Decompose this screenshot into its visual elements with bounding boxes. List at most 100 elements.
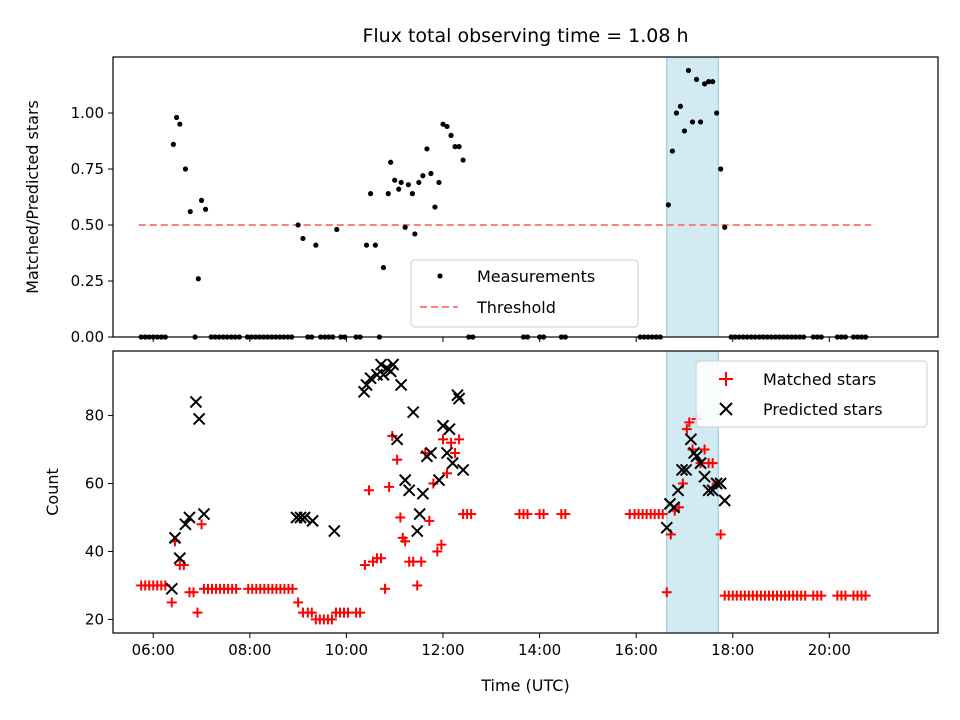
measurement-point bbox=[334, 226, 340, 233]
legend-matched-label: Matched stars bbox=[763, 370, 876, 389]
measurement-point bbox=[669, 148, 675, 154]
x-axis-label: Time (UTC) bbox=[480, 676, 569, 695]
measurement-point bbox=[440, 121, 446, 127]
predicted-star-point bbox=[298, 511, 311, 524]
top-highlight-span bbox=[666, 56, 719, 338]
predicted-star-point bbox=[377, 368, 390, 381]
predicted-star-point bbox=[690, 450, 703, 463]
matched-star-point bbox=[420, 447, 431, 458]
bottom-panel: 20 40 60 80 06:00 08:00 10:00 12:00 14:00 16:00 1… bbox=[43, 350, 939, 695]
measurement-point bbox=[295, 222, 301, 228]
measurement-point bbox=[392, 177, 398, 183]
measurement-point bbox=[452, 144, 458, 150]
measurement-point bbox=[448, 132, 454, 138]
matched-star-point bbox=[436, 539, 447, 550]
y-tick-label: 20 bbox=[85, 610, 104, 628]
predicted-star-point bbox=[165, 582, 178, 596]
predicted-star-point bbox=[660, 521, 673, 534]
predicted-star-point bbox=[679, 463, 693, 477]
measurement-point bbox=[313, 242, 319, 248]
matched-star-point bbox=[359, 560, 370, 571]
predicted-star-point bbox=[446, 456, 459, 470]
measurement-point bbox=[177, 121, 183, 127]
measurement-point bbox=[428, 170, 434, 177]
predicted-star-point bbox=[413, 507, 426, 521]
legend-measurements-marker bbox=[437, 273, 443, 279]
top-y-axis-label: Matched/Predicted stars bbox=[23, 100, 42, 294]
measurement-point bbox=[409, 191, 416, 197]
matched-star-point bbox=[438, 434, 448, 445]
matched-star-point bbox=[454, 434, 465, 445]
predicted-star-point bbox=[394, 378, 408, 392]
y-tick-label: 60 bbox=[85, 475, 104, 493]
matched-star-point bbox=[424, 515, 435, 526]
measurement-point bbox=[385, 191, 391, 197]
matched-star-point bbox=[699, 444, 710, 455]
top-legend: Measurements Threshold bbox=[410, 259, 639, 328]
measurement-point bbox=[416, 179, 422, 186]
y-tick-label: 80 bbox=[85, 407, 104, 425]
measurement-point bbox=[460, 157, 466, 163]
measurement-point bbox=[722, 224, 728, 230]
predicted-star-point bbox=[360, 378, 373, 392]
measurement-point bbox=[436, 179, 442, 186]
measurement-point bbox=[424, 146, 430, 152]
matched-star-point bbox=[412, 580, 423, 591]
measurement-point bbox=[412, 231, 418, 237]
bottom-y-axis-label: Count bbox=[43, 468, 62, 516]
predicted-star-point bbox=[173, 552, 187, 565]
legend-predicted-label: Predicted stars bbox=[763, 400, 883, 419]
x-tick-label: 16:00 bbox=[615, 641, 658, 659]
predicted-star-point bbox=[364, 371, 377, 385]
y-tick-label: 0.25 bbox=[71, 272, 104, 290]
legend-matched-marker bbox=[719, 372, 733, 386]
measurement-point bbox=[367, 191, 374, 197]
matched-star-point bbox=[715, 529, 726, 540]
predicted-star-point bbox=[390, 433, 404, 446]
predicted-star-point bbox=[718, 494, 731, 507]
legend-measurements-label: Measurements bbox=[477, 267, 595, 286]
matched-star-point bbox=[707, 458, 718, 469]
measurement-point bbox=[388, 159, 394, 165]
predicted-star-point bbox=[294, 511, 307, 524]
matched-star-point bbox=[416, 556, 427, 567]
measurement-point bbox=[673, 110, 680, 116]
x-tick-label: 18:00 bbox=[711, 641, 754, 659]
predicted-star-point bbox=[694, 456, 707, 470]
matched-star-point bbox=[188, 587, 199, 598]
bottom-legend: Matched stars Predicted stars bbox=[695, 360, 928, 428]
measurement-point bbox=[693, 76, 700, 82]
matched-star-point bbox=[293, 597, 304, 608]
predicted-star-point bbox=[667, 501, 681, 514]
matched-star-point bbox=[684, 417, 695, 428]
predicted-star-point bbox=[183, 511, 196, 524]
matched-star-point bbox=[306, 607, 317, 618]
predicted-star-point bbox=[374, 358, 388, 371]
matched-star-point bbox=[400, 536, 411, 547]
y-tick-label: 0.75 bbox=[71, 160, 104, 178]
measurement-point bbox=[681, 128, 688, 134]
top-legend-box bbox=[410, 259, 639, 328]
measurement-point bbox=[432, 204, 438, 210]
matched-star-point bbox=[432, 546, 443, 557]
measurement-point bbox=[697, 119, 704, 125]
predicted-star-point bbox=[714, 477, 727, 490]
predicted-star-point bbox=[710, 477, 723, 490]
bottom-x-ticks: 06:00 08:00 10:00 12:00 14:00 16:00 18:00 20:00 bbox=[132, 633, 851, 659]
matched-star-point bbox=[326, 614, 337, 625]
matched-star-point bbox=[816, 590, 827, 601]
measurement-point bbox=[363, 242, 370, 248]
matched-star-point bbox=[376, 553, 387, 564]
predicted-star-point bbox=[432, 473, 446, 487]
predicted-star-point bbox=[192, 412, 206, 426]
matched-star-point bbox=[231, 583, 242, 594]
predicted-star-point bbox=[456, 463, 470, 477]
measurement-point bbox=[195, 276, 201, 282]
x-tick-label: 08:00 bbox=[228, 641, 271, 659]
predicted-star-point bbox=[440, 446, 454, 460]
predicted-star-point bbox=[384, 365, 397, 378]
predicted-star-point bbox=[189, 395, 203, 409]
matched-star-point bbox=[384, 481, 395, 492]
matched-star-point bbox=[657, 509, 668, 520]
